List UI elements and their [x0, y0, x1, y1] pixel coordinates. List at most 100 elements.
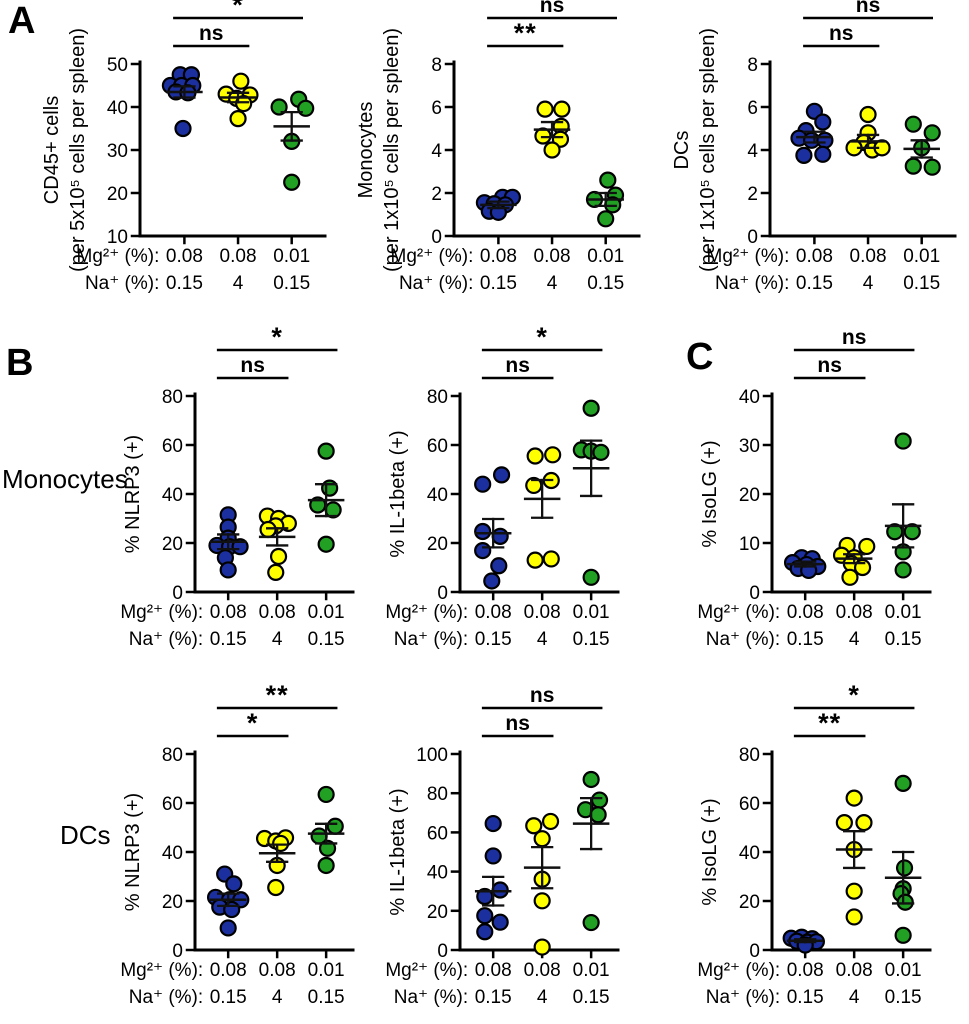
svg-text:0.15: 0.15	[787, 987, 824, 1008]
svg-text:*: *	[271, 322, 283, 352]
svg-text:Mg²⁺ (%):: Mg²⁺ (%):	[697, 960, 780, 981]
panel-b2: 0 20 40 60 80 % IL-1beta (+) * ns Mg²⁺ (%): 0.08 0…	[360, 322, 630, 675]
svg-text:80: 80	[427, 784, 448, 805]
svg-text:0: 0	[437, 941, 448, 962]
svg-text:20: 20	[739, 485, 760, 506]
svg-text:0.01: 0.01	[587, 246, 624, 267]
svg-text:60: 60	[162, 794, 183, 815]
svg-text:80: 80	[427, 387, 448, 408]
svg-text:60: 60	[162, 436, 183, 457]
svg-text:ns: ns	[829, 22, 854, 45]
svg-text:0.15: 0.15	[573, 629, 610, 650]
svg-text:0.15: 0.15	[308, 987, 345, 1008]
svg-text:6: 6	[747, 98, 758, 119]
plot-d1: 0 20 40 60 80 % NLRP3 (+) *** Mg²⁺ (%): 0.08 0.08…	[120, 680, 355, 1008]
svg-text:Na⁺ (%):: Na⁺ (%):	[706, 987, 780, 1008]
svg-text:Na⁺ (%):: Na⁺ (%):	[394, 629, 468, 650]
panel-d2: 0 20 40 60 80 100 % IL-1beta (+) ns ns Mg²⁺ (%): 0…	[360, 684, 630, 1024]
svg-text:0.15: 0.15	[885, 987, 922, 1008]
plot-a1: 10 20 30 40 50 CD45+ cells (per 5x10⁵ cells pe…	[41, 0, 327, 294]
svg-text:60: 60	[739, 794, 760, 815]
svg-text:0.08: 0.08	[850, 246, 887, 267]
svg-text:Mg²⁺ (%):: Mg²⁺ (%):	[697, 602, 780, 623]
svg-text:40: 40	[739, 387, 760, 408]
plot-b1: 0 20 40 60 80 % NLRP3 (+) * ns Mg²⁺ (%): 0.08 0.08…	[120, 322, 355, 650]
svg-text:% IL-1beta (+): % IL-1beta (+)	[387, 788, 409, 915]
svg-text:0.08: 0.08	[524, 602, 561, 623]
svg-text:0.01: 0.01	[885, 960, 922, 981]
svg-text:20: 20	[107, 184, 128, 205]
svg-text:0: 0	[172, 941, 183, 962]
svg-text:0.15: 0.15	[475, 987, 512, 1008]
panel-d3: 0 20 40 60 80 % IsoLG (+) * ** Mg²⁺ (%): 0.08 0.08…	[672, 680, 942, 1024]
svg-text:4: 4	[537, 629, 548, 650]
panel-c1: 0 10 20 30 40 % IsoLG (+) ns ns Mg²⁺ (%): 0.08 0.0…	[672, 326, 942, 675]
plot-d3: 0 20 40 60 80 % IsoLG (+) *** Mg²⁺ (%): 0.08 0.08…	[697, 680, 932, 1008]
svg-text:30: 30	[739, 436, 760, 457]
svg-text:Mg²⁺ (%):: Mg²⁺ (%):	[385, 602, 468, 623]
svg-text:80: 80	[162, 387, 183, 408]
svg-text:0: 0	[749, 583, 760, 604]
svg-text:10: 10	[107, 227, 128, 248]
svg-text:ns: ns	[842, 326, 867, 349]
panel-letter-b: B	[6, 342, 34, 384]
svg-text:(per 1x10⁵ cells per spleen): (per 1x10⁵ cells per spleen)	[697, 28, 719, 272]
svg-text:4: 4	[863, 273, 874, 294]
svg-text:DCs: DCs	[671, 131, 693, 170]
svg-text:0.08: 0.08	[524, 960, 561, 981]
svg-text:8: 8	[747, 55, 758, 76]
svg-text:40: 40	[427, 863, 448, 884]
svg-text:Mg²⁺ (%):: Mg²⁺ (%):	[391, 246, 474, 267]
svg-text:40: 40	[107, 98, 128, 119]
svg-text:50: 50	[107, 55, 128, 76]
svg-text:80: 80	[739, 745, 760, 766]
svg-text:40: 40	[162, 485, 183, 506]
svg-text:0.15: 0.15	[480, 273, 517, 294]
svg-text:0.15: 0.15	[210, 629, 247, 650]
svg-text:ns: ns	[505, 354, 530, 377]
svg-text:2: 2	[431, 184, 442, 205]
panel-letter-a: A	[8, 0, 36, 42]
svg-text:*: *	[247, 708, 259, 738]
svg-text:0.15: 0.15	[273, 273, 310, 294]
svg-text:0.01: 0.01	[273, 246, 310, 267]
svg-text:Na⁺ (%):: Na⁺ (%):	[399, 273, 473, 294]
svg-text:0.08: 0.08	[259, 602, 296, 623]
svg-text:*: *	[232, 0, 244, 20]
svg-text:8: 8	[431, 55, 442, 76]
svg-text:Na⁺ (%):: Na⁺ (%):	[85, 273, 159, 294]
svg-text:Na⁺ (%):: Na⁺ (%):	[706, 629, 780, 650]
svg-text:60: 60	[427, 823, 448, 844]
panel-a3: 0 2 4 6 8 DCs (per 1x10⁵ cells per spleen) ns ns…	[658, 0, 969, 300]
svg-text:2: 2	[747, 184, 758, 205]
svg-text:4: 4	[233, 273, 244, 294]
svg-text:Mg²⁺ (%):: Mg²⁺ (%):	[385, 960, 468, 981]
svg-text:0.01: 0.01	[885, 602, 922, 623]
svg-text:% IsoLG (+): % IsoLG (+)	[699, 440, 721, 547]
svg-text:Monocytes: Monocytes	[355, 102, 377, 199]
svg-text:60: 60	[427, 436, 448, 457]
svg-text:0.15: 0.15	[903, 273, 940, 294]
svg-text:Mg²⁺ (%):: Mg²⁺ (%):	[120, 960, 203, 981]
svg-text:0.15: 0.15	[796, 273, 833, 294]
svg-text:100: 100	[416, 745, 448, 766]
svg-text:ns: ns	[530, 684, 555, 707]
svg-text:CD45+ cells: CD45+ cells	[41, 96, 63, 204]
svg-text:80: 80	[162, 745, 183, 766]
svg-text:0.08: 0.08	[210, 960, 247, 981]
svg-text:ns: ns	[240, 354, 265, 377]
svg-text:0.08: 0.08	[475, 602, 512, 623]
svg-text:10: 10	[739, 534, 760, 555]
svg-text:Na⁺ (%):: Na⁺ (%):	[129, 987, 203, 1008]
svg-text:0: 0	[749, 941, 760, 962]
svg-text:0.08: 0.08	[166, 246, 203, 267]
svg-text:(per 1x10⁵ cells per spleen): (per 1x10⁵ cells per spleen)	[381, 28, 403, 272]
svg-text:40: 40	[162, 843, 183, 864]
svg-text:0.08: 0.08	[787, 960, 824, 981]
svg-text:% NLRP3 (+): % NLRP3 (+)	[122, 793, 144, 911]
svg-text:20: 20	[427, 902, 448, 923]
svg-text:0.15: 0.15	[210, 987, 247, 1008]
panel-letter-c: C	[686, 336, 714, 378]
